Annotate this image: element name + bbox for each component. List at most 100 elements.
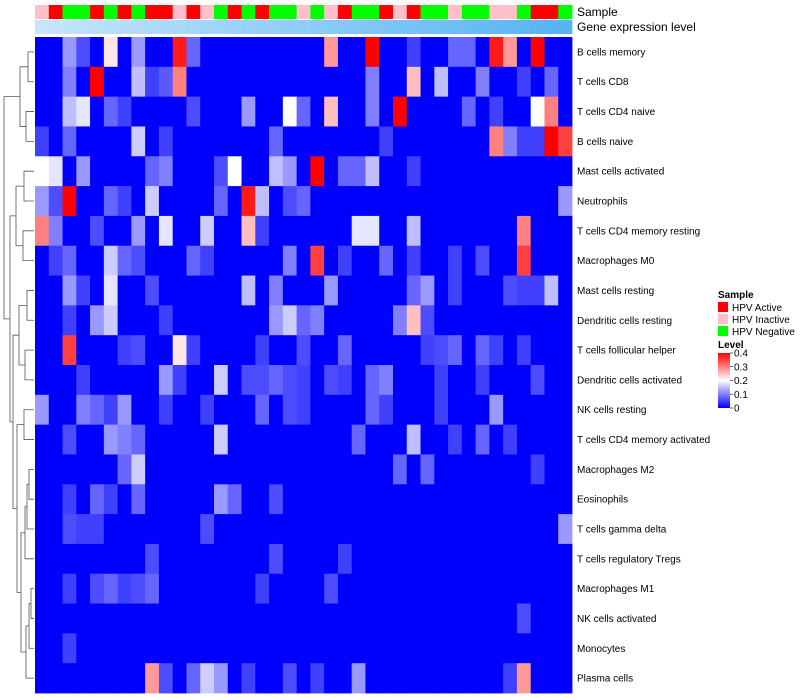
heatmap-cell — [489, 365, 504, 396]
heatmap-cell — [503, 96, 518, 127]
expression-annotation-cell — [172, 20, 187, 34]
expression-annotation-cell — [379, 20, 394, 34]
heatmap-cell — [530, 215, 545, 247]
heatmap-cell — [76, 245, 91, 276]
heatmap-cell — [406, 66, 421, 98]
heatmap-cell — [434, 215, 449, 247]
heatmap-cell — [530, 573, 545, 604]
heatmap-cell — [200, 394, 215, 426]
heatmap-cell — [516, 394, 532, 426]
heatmap-cell — [310, 335, 325, 366]
heatmap-cell — [558, 543, 573, 575]
heatmap-cell — [186, 454, 201, 485]
heatmap-cell — [103, 365, 119, 396]
legend-tick-label: 0.3 — [734, 362, 748, 373]
heatmap-cell — [200, 633, 215, 664]
expression-annotation-cell — [62, 20, 77, 34]
heatmap-cell — [48, 514, 63, 545]
heatmap-cell — [558, 96, 573, 127]
heatmap-cell — [227, 573, 242, 604]
heatmap-cell — [296, 96, 311, 127]
dendrogram-branch — [30, 588, 34, 619]
heatmap-cell — [255, 573, 270, 604]
heatmap-cell — [131, 245, 146, 276]
heatmap-cell — [200, 335, 215, 366]
heatmap-cell — [448, 543, 463, 575]
heatmap-cell — [158, 275, 174, 306]
heatmap-cell — [310, 245, 325, 276]
heatmap-cell — [365, 335, 380, 366]
heatmap-cell — [172, 365, 187, 396]
heatmap-cell — [269, 514, 284, 545]
heatmap-cell — [544, 573, 559, 604]
heatmap-cell — [200, 514, 215, 545]
sample-annotation-cell — [255, 5, 270, 19]
heatmap-cell — [296, 156, 311, 187]
heatmap-cell — [379, 424, 394, 455]
expression-annotation-cell — [35, 20, 50, 34]
expression-annotation-cell — [214, 20, 229, 34]
heatmap-cell — [145, 37, 160, 68]
heatmap-cell — [241, 245, 256, 276]
heatmap-cell — [145, 365, 160, 396]
heatmap-cell — [103, 454, 119, 485]
expression-annotation-cell — [158, 20, 174, 34]
heatmap-cell — [475, 633, 490, 664]
heatmap-cell — [186, 424, 201, 455]
heatmap-cell — [255, 245, 270, 276]
heatmap-cell — [62, 275, 77, 306]
heatmap-cell — [103, 126, 119, 157]
heatmap-cell — [337, 245, 353, 276]
heatmap-cell — [62, 186, 77, 217]
heatmap-cell — [296, 365, 311, 396]
heatmap-cell — [530, 603, 545, 634]
expression-annotation-cell — [448, 20, 463, 34]
heatmap-cell — [76, 484, 91, 515]
heatmap-cell — [214, 96, 229, 127]
heatmap-cell — [448, 335, 463, 366]
heatmap-cell — [365, 96, 380, 127]
heatmap-cell — [214, 484, 229, 515]
sample-annotation-cell — [337, 5, 353, 19]
heatmap-cell — [489, 603, 504, 634]
heatmap-cell — [296, 215, 311, 247]
heatmap-cell — [393, 335, 408, 366]
heatmap-cell — [282, 126, 298, 157]
heatmap-cell — [282, 394, 298, 426]
heatmap-cell — [337, 156, 353, 187]
heatmap-cell — [489, 514, 504, 545]
heatmap-cell — [186, 633, 201, 664]
heatmap-cell — [48, 663, 63, 694]
heatmap-cell — [420, 454, 435, 485]
heatmap-cell — [282, 514, 298, 545]
heatmap-cell — [227, 37, 242, 68]
heatmap-cell — [406, 454, 421, 485]
heatmap-cell — [393, 245, 408, 276]
sample-annotation-cell — [35, 5, 50, 19]
heatmap-cell — [282, 305, 298, 336]
heatmap-cell — [420, 633, 435, 664]
expression-annotation-cell — [131, 20, 146, 34]
heatmap-cell — [35, 394, 50, 426]
row-label: NK cells resting — [577, 405, 646, 416]
dendrogram-branch — [23, 409, 34, 440]
heatmap-cell — [48, 37, 63, 68]
heatmap-cell — [255, 335, 270, 366]
heatmap-cell — [227, 215, 242, 247]
heatmap-cell — [461, 543, 477, 575]
heatmap-cell — [461, 603, 477, 634]
heatmap-cell — [406, 275, 421, 306]
heatmap-cell — [90, 633, 105, 664]
heatmap-cell — [475, 335, 490, 366]
heatmap-cell — [393, 37, 408, 68]
heatmap-cell — [186, 394, 201, 426]
heatmap-cell — [324, 186, 339, 217]
heatmap-cell — [227, 186, 242, 217]
heatmap-cell — [172, 275, 187, 306]
heatmap-cell — [558, 126, 573, 157]
heatmap-cell — [269, 633, 284, 664]
heatmap-cell — [62, 484, 77, 515]
heatmap-cell — [461, 663, 477, 694]
heatmap-cell — [186, 365, 201, 396]
heatmap-cell — [269, 186, 284, 217]
